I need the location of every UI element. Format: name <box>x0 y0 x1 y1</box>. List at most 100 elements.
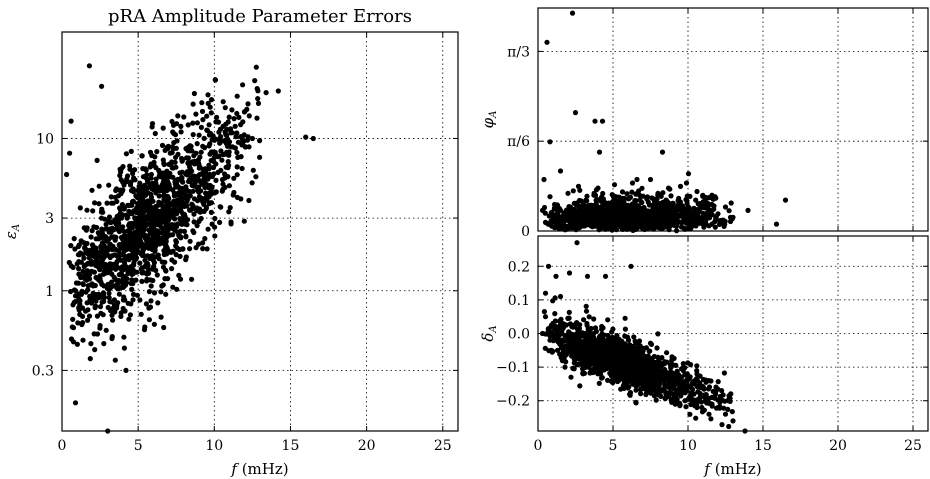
data-point <box>610 217 616 223</box>
data-point <box>713 384 719 390</box>
data-point <box>144 216 150 222</box>
data-point <box>676 219 683 225</box>
data-point <box>143 262 149 268</box>
data-point <box>146 289 152 295</box>
data-point <box>616 213 622 220</box>
data-point <box>127 242 133 248</box>
data-point <box>648 341 655 347</box>
data-point <box>173 239 179 245</box>
data-point <box>687 411 693 417</box>
data-point <box>83 308 89 314</box>
data-point <box>130 186 136 192</box>
data-point <box>557 168 564 174</box>
data-point <box>253 64 259 70</box>
data-point <box>647 176 654 183</box>
data-point <box>249 135 255 142</box>
data-point <box>231 175 237 181</box>
data-point <box>245 134 251 140</box>
data-point <box>190 132 196 138</box>
data-point <box>130 291 137 297</box>
data-point <box>681 387 687 394</box>
data-point <box>598 210 605 216</box>
data-point <box>541 309 548 315</box>
data-point <box>88 234 94 240</box>
data-point <box>72 400 79 406</box>
data-point <box>148 283 154 289</box>
x-tick-label: 25 <box>434 438 452 454</box>
data-point <box>125 173 131 179</box>
data-point <box>187 165 193 171</box>
data-point <box>310 135 316 142</box>
data-point <box>548 347 555 353</box>
data-point <box>164 193 171 199</box>
data-point <box>116 228 122 235</box>
data-point <box>566 309 572 315</box>
data-point <box>141 227 147 233</box>
data-point <box>581 317 587 323</box>
data-point <box>90 208 96 214</box>
data-point <box>127 223 133 230</box>
data-point <box>107 261 113 268</box>
data-point <box>617 351 623 357</box>
data-point <box>185 155 191 161</box>
data-point <box>113 277 119 283</box>
data-point <box>139 153 145 159</box>
data-point <box>150 237 156 243</box>
data-point <box>70 325 77 331</box>
data-point <box>151 159 157 165</box>
data-point <box>144 178 151 184</box>
x-tick-label: 0 <box>58 438 67 454</box>
data-point <box>583 303 589 309</box>
data-point <box>104 238 110 244</box>
data-point <box>174 121 180 127</box>
data-point <box>143 301 149 307</box>
data-point <box>605 377 611 383</box>
data-point <box>649 355 655 362</box>
data-point <box>170 165 176 171</box>
data-point <box>596 334 602 340</box>
data-point <box>596 380 602 386</box>
data-point <box>576 335 582 341</box>
data-point <box>678 207 684 213</box>
data-point <box>212 233 218 239</box>
data-point <box>144 234 150 240</box>
data-point <box>169 118 175 125</box>
data-point <box>137 197 143 204</box>
data-point <box>193 159 199 165</box>
data-point <box>224 133 230 139</box>
data-point <box>609 373 615 379</box>
data-point <box>92 303 99 309</box>
data-point <box>555 209 562 215</box>
data-point <box>727 218 734 225</box>
data-point <box>702 392 708 398</box>
data-point <box>70 316 76 322</box>
data-point <box>133 248 139 254</box>
data-point <box>646 361 652 367</box>
data-point <box>76 242 82 248</box>
y-tick-label: −0.1 <box>496 360 530 376</box>
data-point <box>197 172 203 178</box>
data-point <box>163 243 169 249</box>
data-point <box>228 130 234 136</box>
data-point <box>100 235 106 241</box>
data-point <box>116 216 122 222</box>
data-point <box>596 149 603 155</box>
data-point <box>627 374 633 380</box>
data-point <box>101 294 108 300</box>
data-point <box>773 221 780 227</box>
data-point <box>631 334 637 340</box>
data-point <box>706 411 712 417</box>
data-point <box>178 129 184 135</box>
data-point <box>111 234 117 240</box>
data-point <box>75 320 81 326</box>
data-point <box>577 383 583 389</box>
data-point <box>116 220 122 226</box>
data-point <box>721 223 727 229</box>
data-point <box>128 253 134 259</box>
data-point <box>74 341 80 347</box>
data-point <box>219 157 225 163</box>
data-point <box>127 163 133 169</box>
data-point <box>570 341 576 347</box>
data-point <box>193 111 199 117</box>
data-point <box>685 218 691 224</box>
